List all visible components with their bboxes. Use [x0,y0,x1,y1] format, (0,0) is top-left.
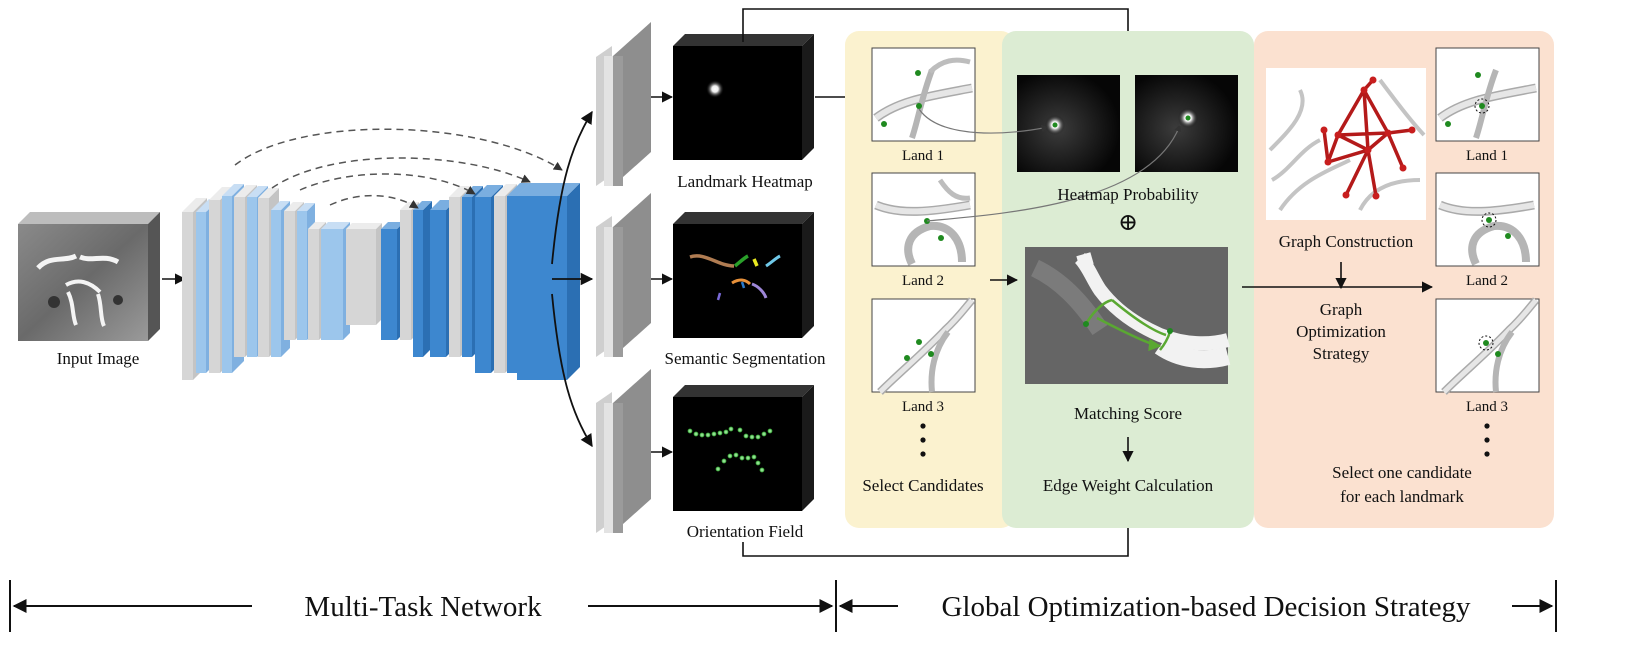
graph-optimization-line1: Graph [1320,300,1363,319]
selected-thumb-land1 [1435,47,1540,142]
network-layer [517,183,580,380]
selected-land1-label: Land 1 [1466,148,1508,164]
head-block-heatmap [596,22,651,186]
selected-land2-label: Land 2 [1466,273,1508,289]
network-layer [413,201,432,357]
candidate-panel [845,31,1015,528]
candidate-thumb-land3 [871,297,976,395]
land1-label: Land 1 [902,148,944,164]
landmark-heatmap-map [673,34,814,160]
edge-weight-label: Edge Weight Calculation [1043,476,1214,495]
network-layer [346,223,382,325]
select-one-line2: for each landmark [1340,487,1464,506]
graph-construction-label: Graph Construction [1279,232,1414,251]
selected-land3-label: Land 3 [1466,399,1508,415]
encoder-decoder-network [182,183,580,380]
matching-score-label: Matching Score [1074,404,1182,423]
land2-label: Land 2 [902,273,944,289]
bottom-span-multitask [9,580,837,632]
semantic-segmentation-label: Semantic Segmentation [665,349,826,368]
land3-label: Land 3 [902,399,944,415]
network-layer [321,222,350,340]
landmark-heatmap-label: Landmark Heatmap [677,172,812,191]
candidate-thumb-land1 [871,47,976,142]
input-image-label: Input Image [57,349,140,368]
candidate-ellipsis [920,423,926,457]
select-one-line1: Select one candidate [1332,463,1472,482]
heatmap-probability-image-2 [1135,75,1238,172]
select-candidates-label: Select Candidates [862,476,983,495]
head-block-segmentation [596,193,651,357]
heatmap-probability-image-1 [1017,75,1120,172]
candidate-thumb-land2 [871,172,976,267]
orientation-field-map [673,385,814,511]
selected-thumb-land3 [1435,297,1540,395]
selected-ellipsis [1484,423,1490,457]
graph-construction-image [1266,68,1426,220]
semantic-segmentation-map [673,212,814,338]
orientation-to-edge-arrow [742,511,1134,557]
multitask-network-label: Multi-Task Network [304,591,542,623]
bottom-span-global [838,580,1557,632]
skip-connections [234,128,563,209]
branch-arrows [551,110,594,448]
matching-score-image [1025,247,1231,384]
head-block-orientation [596,369,651,533]
graph-optimization-line2: Optimization [1296,322,1386,341]
graph-optimization-line3: Strategy [1313,344,1370,363]
input-image [18,212,160,341]
global-strategy-label: Global Optimization-based Decision Strat… [941,591,1471,623]
selected-thumb-land2 [1435,172,1540,267]
heatmap-probability-label: Heatmap Probability [1057,185,1199,204]
orientation-field-label: Orientation Field [687,522,804,541]
oplus-symbol: ⊕ [1118,210,1138,236]
